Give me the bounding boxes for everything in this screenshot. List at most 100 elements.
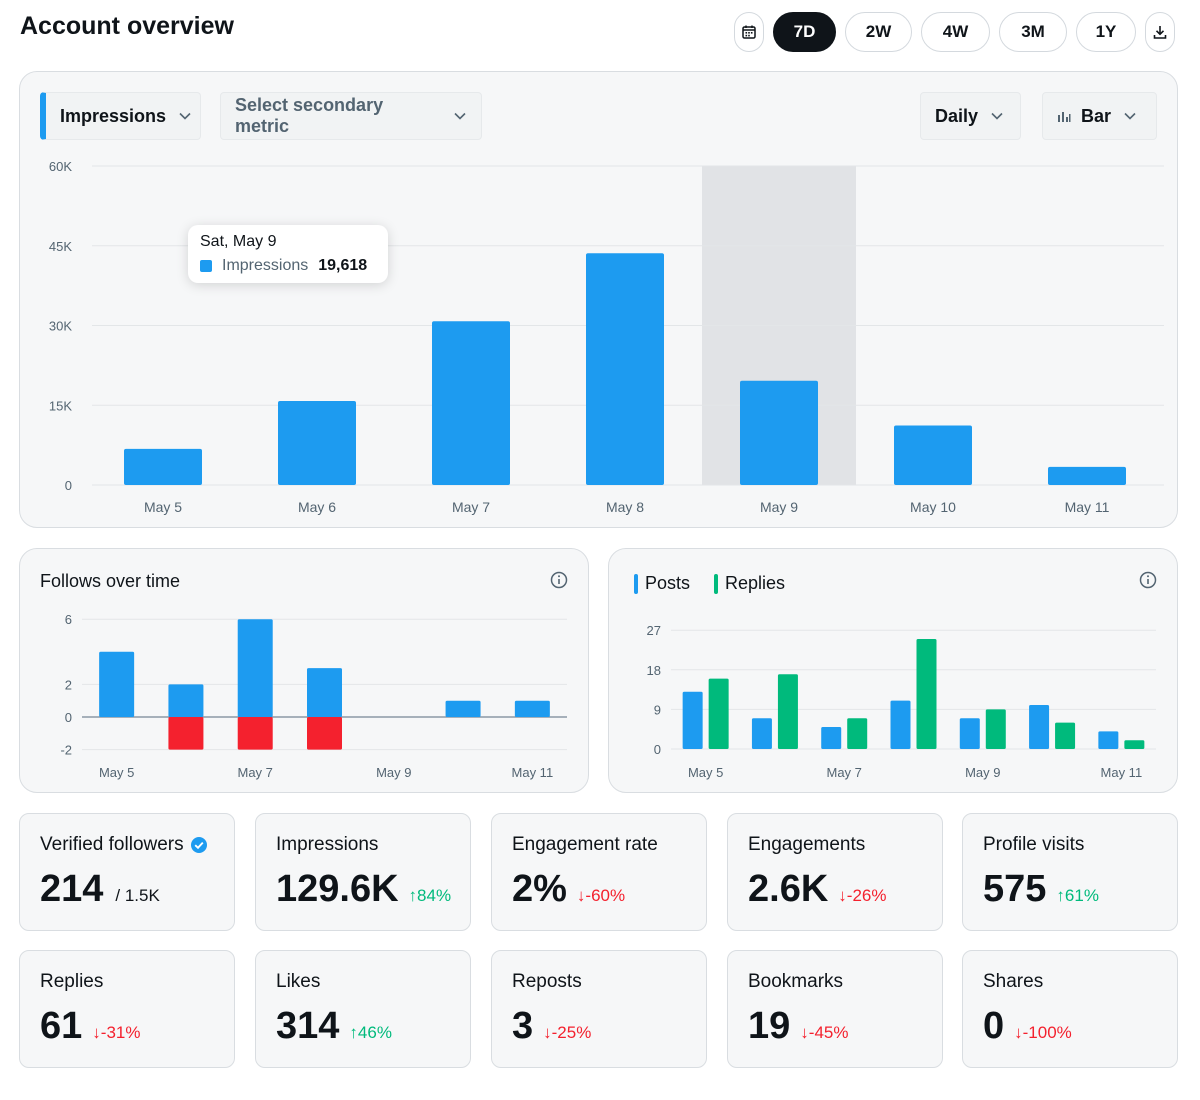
unfollows-bar <box>237 717 273 750</box>
metric-delta: ↑84% <box>409 886 452 906</box>
secondary-metric-dropdown[interactable]: Select secondary metric <box>220 92 482 140</box>
metric-value: 575 <box>983 868 1047 910</box>
chevron-down-icon <box>990 109 1004 123</box>
metric-card-verified-followers[interactable]: Verified followers 214 / 1.5K <box>19 813 235 931</box>
metric-label: Bookmarks <box>748 971 844 992</box>
metric-label: Replies <box>40 971 104 992</box>
impressions-bar <box>432 321 510 485</box>
replies-bar <box>708 678 729 749</box>
y-tick-label: 45K <box>49 239 72 254</box>
x-tick-label: May 6 <box>298 499 336 515</box>
x-tick-label: May 5 <box>99 765 134 780</box>
metric-delta-value: -60% <box>585 886 626 905</box>
metric-label: Engagement rate <box>512 834 658 855</box>
posts-bar <box>890 700 911 749</box>
replies-bar <box>847 718 868 749</box>
chart-tooltip: Sat, May 9 Impressions 19,618 <box>188 225 388 283</box>
y-tick-label: 6 <box>65 612 72 627</box>
metric-card-bookmarks[interactable]: Bookmarks 19 ↓-45% <box>727 950 943 1068</box>
range-1y-button[interactable]: 1Y <box>1076 12 1136 52</box>
metric-delta: ↓-25% <box>543 1023 591 1043</box>
metric-delta: ↓-45% <box>800 1023 848 1043</box>
posts-bar <box>821 727 842 749</box>
arrow-up-icon: ↑ <box>1056 886 1065 905</box>
legend-posts[interactable]: Posts <box>634 573 690 594</box>
metric-delta-value: 61% <box>1064 886 1099 905</box>
follows-bar <box>237 619 273 717</box>
y-tick-label: 0 <box>65 478 72 493</box>
arrow-up-icon: ↑ <box>408 886 418 905</box>
metric-card-profile-visits[interactable]: Profile visits 575 ↑61% <box>962 813 1178 931</box>
impressions-bar-chart: 60K 45K 30K 15K 0 May 5 May 6 May 7 May 8 May 9 Ma… <box>49 159 1164 515</box>
x-tick-label: May 9 <box>376 765 411 780</box>
range-2w-button[interactable]: 2W <box>845 12 912 52</box>
download-icon <box>1153 26 1167 39</box>
metric-card-reposts[interactable]: Reposts 3 ↓-25% <box>491 950 707 1068</box>
metric-delta-value: -25% <box>551 1023 592 1042</box>
arrow-down-icon: ↓ <box>838 886 847 905</box>
metric-label: Engagements <box>748 834 866 855</box>
x-tick-label: May 9 <box>760 499 798 515</box>
metric-card-engagements[interactable]: Engagements 2.6K ↓-26% <box>727 813 943 931</box>
range-4w-button[interactable]: 4W <box>921 12 990 52</box>
metric-card-replies[interactable]: Replies 61 ↓-31% <box>19 950 235 1068</box>
metric-delta: ↑61% <box>1056 886 1099 906</box>
chart-type-label: Bar <box>1081 105 1112 126</box>
chart-type-dropdown[interactable]: Bar <box>1042 92 1157 140</box>
chevron-down-icon <box>453 109 467 123</box>
download-button[interactable] <box>1145 12 1175 52</box>
range-7d-button[interactable]: 7D <box>773 12 836 52</box>
legend-swatch <box>634 573 638 594</box>
metric-delta: ↓-31% <box>92 1023 140 1043</box>
info-icon[interactable] <box>550 571 568 589</box>
range-3m-button[interactable]: 3M <box>999 12 1067 52</box>
metric-value: 61 <box>40 1005 83 1047</box>
legend-replies[interactable]: Replies <box>714 573 785 594</box>
replies-bar <box>916 639 937 749</box>
y-tick-label: 30K <box>49 319 72 334</box>
follows-bar <box>99 651 135 717</box>
metric-card-likes[interactable]: Likes 314 ↑46% <box>255 950 471 1068</box>
follows-bar-chart: 6 2 0 -2 May 5 May 7 May 9 May 11 <box>60 612 567 780</box>
posts-bar <box>1029 705 1050 749</box>
metric-value: 0 <box>983 1005 1005 1047</box>
y-tick-label: -2 <box>60 743 72 758</box>
legend-label: Replies <box>725 573 786 593</box>
arrow-down-icon: ↓ <box>800 1023 809 1042</box>
metric-card-shares[interactable]: Shares 0 ↓-100% <box>962 950 1178 1068</box>
posts-bar <box>1098 731 1119 749</box>
page-title: Account overview <box>20 12 234 40</box>
secondary-metric-label: Select secondary metric <box>235 95 384 136</box>
follows-card-title: Follows over time <box>40 571 181 591</box>
x-tick-label: May 11 <box>1101 765 1143 780</box>
y-tick-label: 60K <box>49 159 72 174</box>
arrow-up-icon: ↑ <box>349 1023 358 1042</box>
calendar-button[interactable] <box>734 12 764 52</box>
metric-card-impressions[interactable]: Impressions 129.6K ↑84% <box>255 813 471 931</box>
x-tick-label: May 11 <box>512 765 554 780</box>
impressions-bar <box>278 400 356 485</box>
posts-bar <box>682 691 703 749</box>
unfollows-bar <box>307 717 342 750</box>
x-tick-label: May 7 <box>827 765 862 780</box>
metric-card-engagement-rate[interactable]: Engagement rate 2% ↓-60% <box>491 813 707 931</box>
interval-label: Daily <box>935 105 979 126</box>
y-tick-label: 9 <box>654 702 661 717</box>
metric-total: / 1.5K <box>115 886 160 905</box>
y-tick-label: 27 <box>647 623 661 638</box>
primary-metric-dropdown[interactable]: Impressions <box>40 92 201 140</box>
info-icon[interactable] <box>1139 571 1157 589</box>
arrow-down-icon: ↓ <box>1014 1023 1023 1042</box>
metric-label: Impressions <box>276 834 379 855</box>
tooltip-label: Impressions <box>222 257 309 274</box>
metric-delta: ↓-26% <box>838 886 886 906</box>
follows-bar <box>514 700 550 717</box>
interval-dropdown[interactable]: Daily <box>920 92 1021 140</box>
x-tick-label: May 8 <box>606 499 644 515</box>
chevron-down-icon <box>178 109 192 123</box>
metric-delta-value: -31% <box>100 1023 141 1042</box>
metric-delta-value: -26% <box>846 886 887 905</box>
verified-badge-icon <box>190 836 208 854</box>
x-tick-label: May 7 <box>452 499 490 515</box>
metric-value: 19 <box>748 1005 791 1047</box>
